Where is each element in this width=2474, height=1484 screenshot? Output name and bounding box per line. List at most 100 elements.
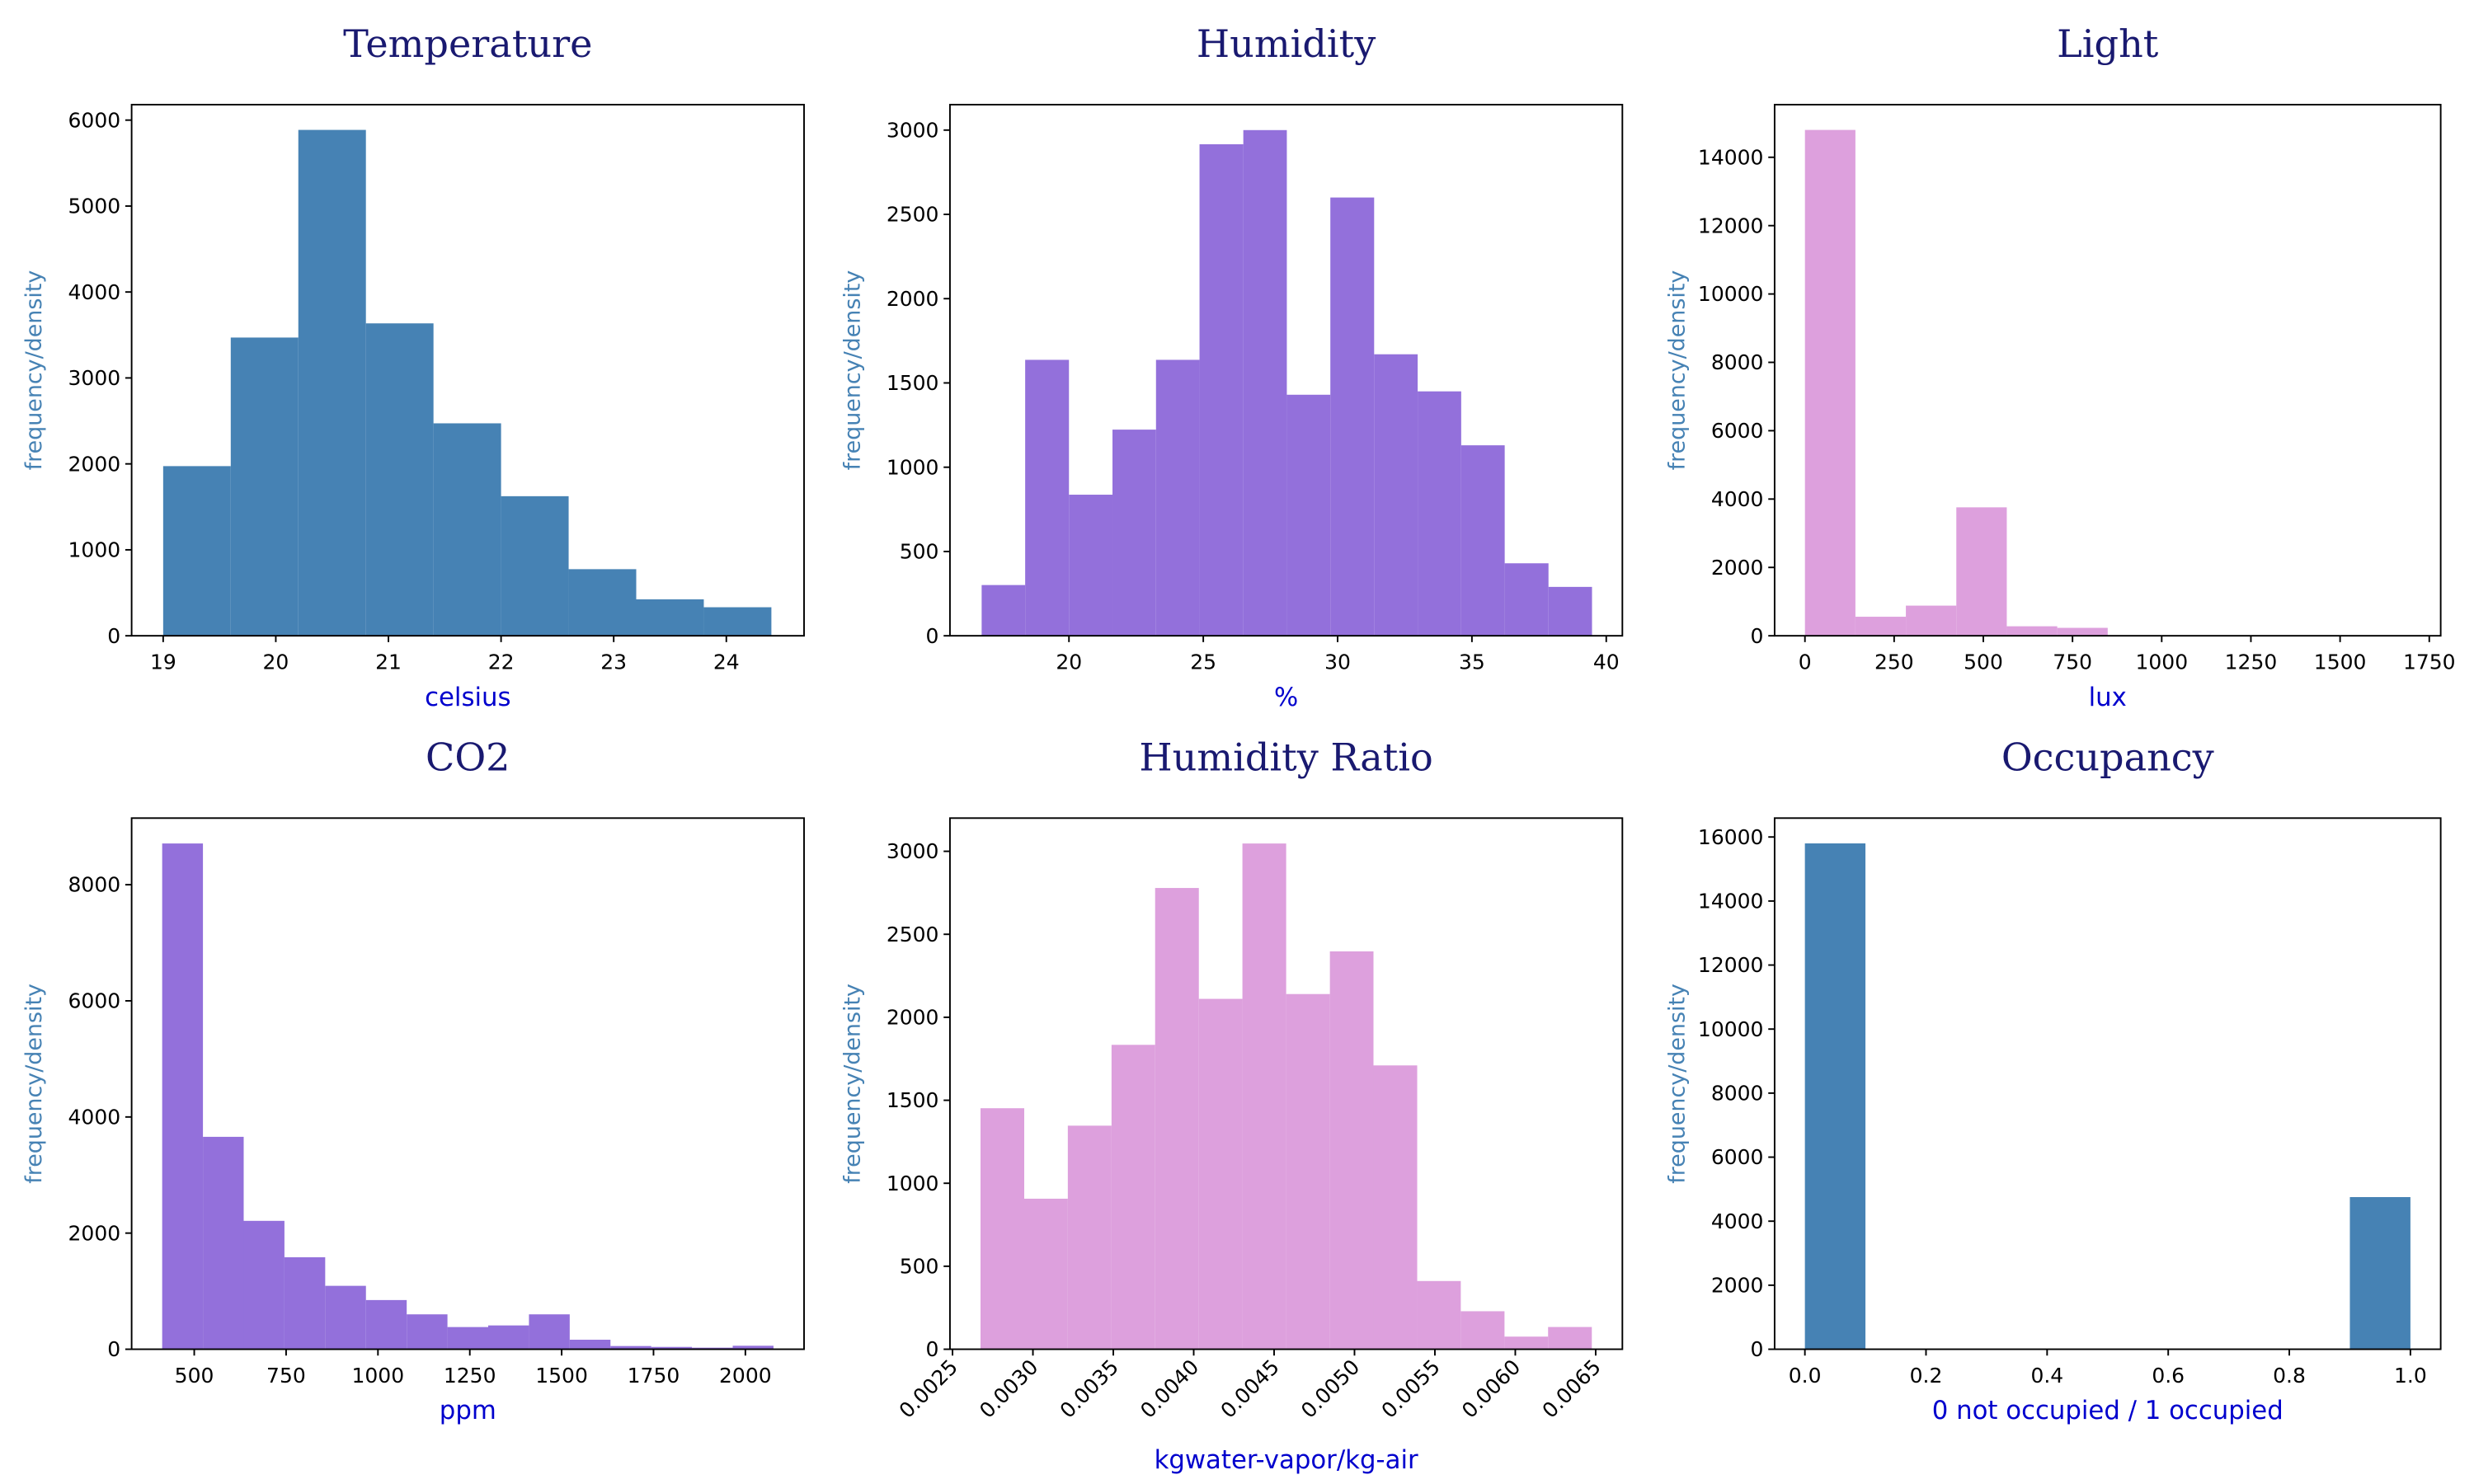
y-tick-label: 4000 [68,1105,121,1129]
axes-frame [130,103,805,637]
x-axis-label: ppm [440,1396,496,1425]
x-axis-label: kgwater-vapor/kg-air [1155,1445,1418,1475]
x-tick-label: 0.0065 [1538,1355,1606,1422]
y-tick-label: 500 [900,540,939,564]
y-tick-label: 1000 [68,538,121,562]
x-tick-label: 40 [1593,650,1620,674]
x-tick-label: 1000 [351,1364,404,1388]
y-tick-label: 8000 [68,873,121,897]
y-tick-label: 3000 [887,839,939,863]
x-tick-label: 1750 [628,1364,680,1388]
bar [981,585,1026,636]
bar [325,1285,366,1350]
y-tick-label: 4000 [1711,487,1764,511]
bar [1069,495,1113,636]
x-tick-label: 2000 [719,1364,772,1388]
x-tick-label: 0.4 [2030,1364,2063,1388]
x-tick-label: 0.0025 [895,1355,962,1422]
bar [1460,1311,1505,1350]
chart-title: Humidity [1197,21,1376,66]
x-tick-label: 1250 [2225,650,2278,674]
x-tick-label: 0.6 [2152,1364,2185,1388]
bar [365,1299,407,1350]
x-tick-label: 0.0035 [1056,1355,1123,1422]
chart-title: Occupancy [2001,735,2214,780]
x-axis-label: 0 not occupied / 1 occupied [1932,1396,2284,1425]
x-tick-label: 250 [1874,650,1914,674]
x-axis-label: lux [2089,683,2127,712]
bar [1330,197,1375,636]
y-tick-label: 16000 [1698,825,1764,849]
x-tick-label: 1500 [535,1364,588,1388]
bar [568,569,637,636]
x-tick-label: 20 [1056,650,1082,674]
x-tick-label: 19 [150,650,176,674]
bar [162,843,204,1350]
y-tick-label: 2500 [887,923,939,946]
bar [1417,1280,1461,1350]
bar [1286,993,1330,1350]
bar [1198,998,1243,1350]
bar [732,1345,774,1350]
bar [1025,359,1070,636]
y-tick-label: 4000 [68,280,121,304]
x-tick-label: 24 [713,650,740,674]
bar [1373,1065,1418,1350]
axes-frame [1773,817,2442,1350]
y-tick-label: 10000 [1698,1017,1764,1041]
bar [1024,1198,1068,1350]
x-tick-label: 0.0045 [1216,1355,1284,1422]
y-axis-label: frequency/density [840,984,865,1184]
bar [1548,1327,1592,1350]
bar [980,1108,1025,1350]
bar [651,1346,693,1350]
y-tick-label: 12000 [1698,953,1764,977]
bar [1374,354,1418,636]
y-tick-label: 2000 [1711,1274,1764,1298]
x-tick-label: 1.0 [2394,1364,2427,1388]
bar [284,1256,326,1350]
x-tick-label: 20 [263,650,289,674]
x-axis-label: % [1274,683,1298,712]
chart-title: Humidity Ratio [1139,735,1432,780]
y-tick-label: 500 [900,1255,939,1279]
bar [1504,1336,1549,1350]
y-tick-label: 4000 [1711,1209,1764,1233]
y-tick-label: 8000 [1711,350,1764,374]
y-tick-label: 2000 [887,1006,939,1030]
y-axis-label: frequency/density [1664,984,1690,1184]
x-tick-label: 23 [600,650,627,674]
bar [569,1339,611,1350]
y-tick-label: 2000 [1711,556,1764,580]
x-tick-label: 0.0 [1789,1364,1822,1388]
bar [230,337,299,636]
y-tick-label: 0 [926,1337,939,1361]
bar [203,1136,244,1350]
x-tick-label: 0.8 [2273,1364,2306,1388]
x-tick-label: 1750 [2403,650,2456,674]
bar [1112,430,1156,636]
y-tick-label: 2500 [887,203,939,227]
bar [1504,563,1549,636]
y-tick-label: 1500 [887,1088,939,1112]
y-tick-label: 1000 [887,1172,939,1195]
x-tick-label: 21 [375,650,402,674]
bar [1906,605,1957,636]
bar [447,1327,489,1350]
bar [298,129,366,636]
bar [1329,951,1374,1350]
y-tick-label: 6000 [68,989,121,1013]
axes-frame [1773,103,2442,637]
bar [1067,1125,1112,1350]
x-tick-label: 1000 [2135,650,2188,674]
bar [407,1314,448,1350]
x-tick-label: 25 [1190,650,1216,674]
y-tick-label: 2000 [68,1221,121,1245]
y-tick-label: 3000 [887,118,939,142]
bar [162,466,231,636]
axes-frame [130,817,805,1350]
y-tick-label: 14000 [1698,145,1764,169]
y-tick-label: 14000 [1698,890,1764,913]
x-tick-label: 750 [266,1364,306,1388]
